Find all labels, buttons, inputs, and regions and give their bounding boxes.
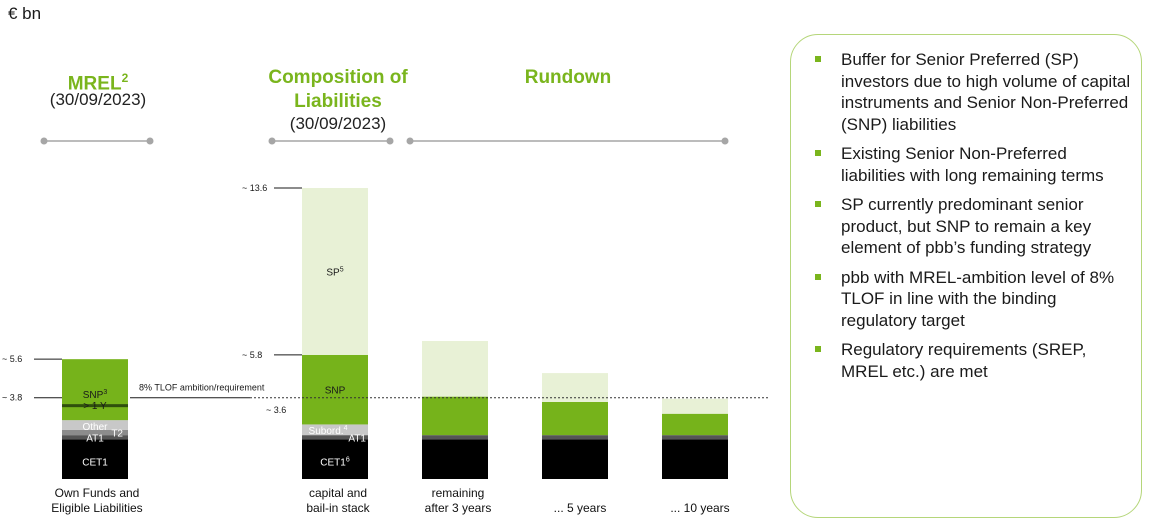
segment-label: SNP: [325, 386, 346, 397]
key-points-panel: Buffer for Senior Preferred (SP) investo…: [790, 34, 1142, 518]
category-label: capital and bail-in stack: [306, 486, 370, 515]
segment-label: AT1: [348, 433, 366, 444]
segment-label: T2: [111, 428, 123, 439]
category-label: remaining after 3 years: [424, 486, 492, 515]
bar-segment-at1: [422, 435, 488, 440]
mrel-title: MREL: [67, 73, 122, 95]
bracket-dot: [721, 137, 729, 145]
rundown-heading: Rundown: [524, 67, 612, 88]
value-annotation: ~ 3.8: [2, 393, 22, 403]
value-annotation: ~ 13.6: [242, 183, 267, 193]
bar-segment-snp-1-y: [62, 359, 128, 421]
bar-segment-other: [62, 420, 128, 430]
bar-segment-sp: [662, 398, 728, 414]
bullet-item: pbb with MREL-ambition level of 8% TLOF …: [813, 267, 1131, 332]
unit-label: € bn: [8, 4, 42, 23]
category-label: ... 10 years: [670, 501, 730, 515]
bar-segment-at1: [62, 435, 128, 440]
bar-segment-sp: [302, 188, 368, 355]
bullet-item: Regulatory requirements (SREP, MREL etc.…: [813, 339, 1131, 382]
bar-segment-snp: [542, 401, 608, 436]
segment-label: Subord.4: [309, 425, 348, 437]
bracket-dot: [146, 137, 154, 145]
bullet-marker-icon: [815, 150, 821, 156]
segment-label: CET16: [320, 456, 350, 468]
bar-segment-cet1: [542, 439, 608, 479]
segment-label: > 1 Y: [83, 401, 107, 412]
composition-heading: Composition of Liabilities: [268, 67, 408, 112]
mrel-date: (30/09/2023): [49, 90, 147, 109]
bar-segment-at1: [302, 435, 368, 440]
bracket-dot: [40, 137, 48, 145]
bullet-item: SP currently predominant senior product,…: [813, 194, 1131, 259]
section-brackets: [40, 137, 729, 145]
value-annotation: ~ 5.6: [2, 354, 22, 364]
value-annotation: ~ 5.8: [242, 350, 262, 360]
segment-label: CET1: [82, 457, 108, 468]
composition-date: (30/09/2023): [289, 114, 387, 133]
bar-segment-cet1: [662, 439, 728, 479]
bar-segment-cet1: [302, 439, 368, 479]
bar-segment-snp: [302, 354, 368, 425]
bar-segment-sp: [422, 340, 488, 397]
mrel-heading: MREL2: [20, 66, 176, 96]
bar-segment-t2: [62, 429, 128, 436]
bracket-dot: [386, 137, 394, 145]
bar-segment-snp: [422, 396, 488, 436]
segment-label: Other: [82, 422, 108, 433]
bracket-dot: [268, 137, 276, 145]
mrel-footnote: 2: [121, 71, 129, 85]
bracket-dot: [406, 137, 414, 145]
bullet-marker-icon: [815, 56, 821, 62]
bullet-list: Buffer for Senior Preferred (SP) investo…: [813, 49, 1131, 390]
category-label: ... 5 years: [553, 501, 607, 515]
bar-segment-sp: [542, 373, 608, 402]
segment-label: SNP3: [83, 389, 108, 401]
bullet-marker-icon: [815, 346, 821, 352]
segment-label: SP5: [326, 266, 343, 278]
bar-segment-at1: [542, 435, 608, 440]
category-label: Own Funds and Eligible Liabilities: [51, 486, 143, 515]
bar-segment-subord-: [302, 424, 368, 436]
bar-segment-cet1: [422, 439, 488, 479]
bar-segment-cet1: [62, 439, 128, 479]
bullet-marker-icon: [815, 273, 821, 280]
segment-label: AT1: [86, 433, 104, 444]
bar-segment-snp: [662, 413, 728, 436]
bullet-item: Buffer for Senior Preferred (SP) investo…: [813, 49, 1131, 135]
reference-line-label: 8% TLOF ambition/requirement: [139, 383, 265, 393]
bar-divider: [62, 404, 128, 408]
bullet-item: Existing Senior Non-Preferred liabilitie…: [813, 143, 1131, 186]
bullet-marker-icon: [815, 201, 821, 207]
bar-segment-at1: [662, 435, 728, 440]
value-annotation: ~ 3.6: [266, 405, 286, 415]
